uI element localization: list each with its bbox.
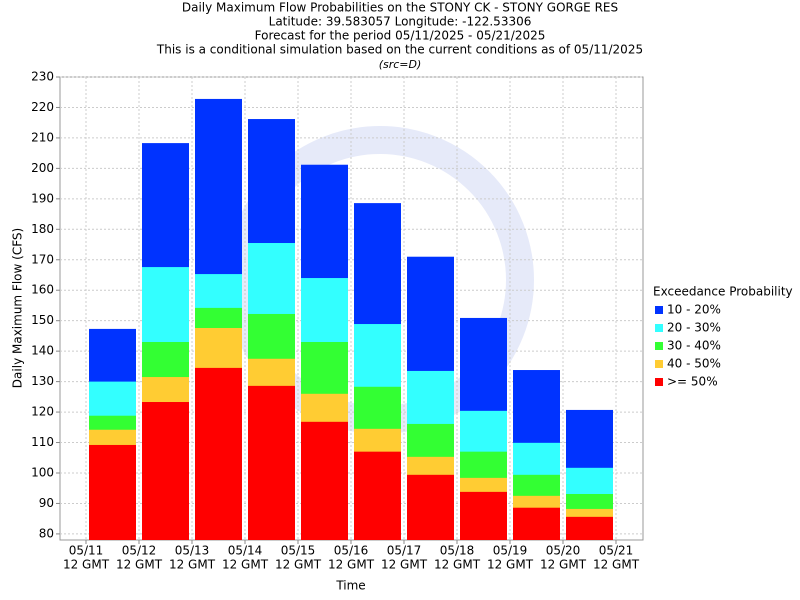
x-axis-label: Time — [335, 579, 365, 593]
legend-swatch — [655, 306, 663, 314]
x-tick-label: 12 GMT — [381, 558, 428, 572]
y-axis-label: Daily Maximum Flow (CFS) — [11, 228, 25, 388]
legend-label: 30 - 40% — [667, 339, 721, 353]
y-tick-label: 170 — [31, 252, 54, 266]
x-tick-label: 12 GMT — [540, 558, 587, 572]
legend-label: >= 50% — [667, 375, 718, 389]
y-tick-label: 200 — [31, 161, 54, 175]
x-tick-label: 12 GMT — [222, 558, 269, 572]
y-tick-label: 80 — [39, 526, 54, 540]
bar — [513, 507, 560, 540]
y-tick-label: 160 — [31, 283, 54, 297]
y-tick-label: 130 — [31, 374, 54, 388]
x-tick-label: 05/12 — [122, 544, 157, 558]
legend-label: 10 - 20% — [667, 303, 721, 317]
x-tick-label: 05/11 — [69, 544, 104, 558]
x-tick-label: 05/18 — [440, 544, 475, 558]
legend-label: 20 - 30% — [667, 321, 721, 335]
x-tick-label: 12 GMT — [593, 558, 640, 572]
bar — [460, 491, 507, 540]
bar — [248, 385, 295, 540]
x-tick-label: 05/14 — [228, 544, 263, 558]
bar — [566, 516, 613, 540]
x-tick-label: 05/16 — [334, 544, 369, 558]
title-line: Daily Maximum Flow Probabilities on the … — [182, 1, 618, 15]
y-tick-label: 230 — [31, 70, 54, 84]
legend-title: Exceedance Probability — [653, 285, 793, 299]
x-tick-label: 05/19 — [493, 544, 528, 558]
title-line: Latitude: 39.583057 Longitude: -122.5330… — [269, 15, 532, 29]
y-tick-label: 120 — [31, 405, 54, 419]
x-tick-label: 12 GMT — [116, 558, 163, 572]
legend-swatch — [655, 324, 663, 332]
x-tick-label: 12 GMT — [63, 558, 110, 572]
legend-swatch — [655, 342, 663, 350]
x-tick-label: 05/21 — [599, 544, 634, 558]
x-tick-label: 12 GMT — [328, 558, 375, 572]
y-tick-label: 150 — [31, 313, 54, 327]
y-tick-label: 210 — [31, 130, 54, 144]
x-tick-label: 12 GMT — [487, 558, 534, 572]
bar — [195, 367, 242, 540]
x-tick-label: 12 GMT — [434, 558, 481, 572]
bar — [354, 451, 401, 540]
x-tick-label: 05/15 — [281, 544, 316, 558]
title-line: Forecast for the period 05/11/2025 - 05/… — [255, 29, 546, 43]
y-tick-label: 110 — [31, 435, 54, 449]
legend-swatch — [655, 360, 663, 368]
legend-label: 40 - 50% — [667, 357, 721, 371]
x-tick-label: 05/17 — [387, 544, 422, 558]
y-tick-label: 220 — [31, 100, 54, 114]
y-tick-label: 90 — [39, 496, 54, 510]
y-tick-label: 100 — [31, 465, 54, 479]
bar — [89, 444, 136, 540]
bar — [407, 474, 454, 540]
y-tick-label: 180 — [31, 222, 54, 236]
legend-swatch — [655, 378, 663, 386]
x-tick-label: 12 GMT — [169, 558, 216, 572]
x-tick-label: 05/13 — [175, 544, 210, 558]
y-tick-label: 140 — [31, 344, 54, 358]
bar — [142, 402, 189, 540]
subtitle: (src=D) — [379, 58, 422, 71]
bar — [301, 421, 348, 540]
x-tick-label: 12 GMT — [275, 558, 322, 572]
x-tick-label: 05/20 — [546, 544, 581, 558]
title-line: This is a conditional simulation based o… — [156, 43, 643, 57]
y-tick-label: 190 — [31, 191, 54, 205]
